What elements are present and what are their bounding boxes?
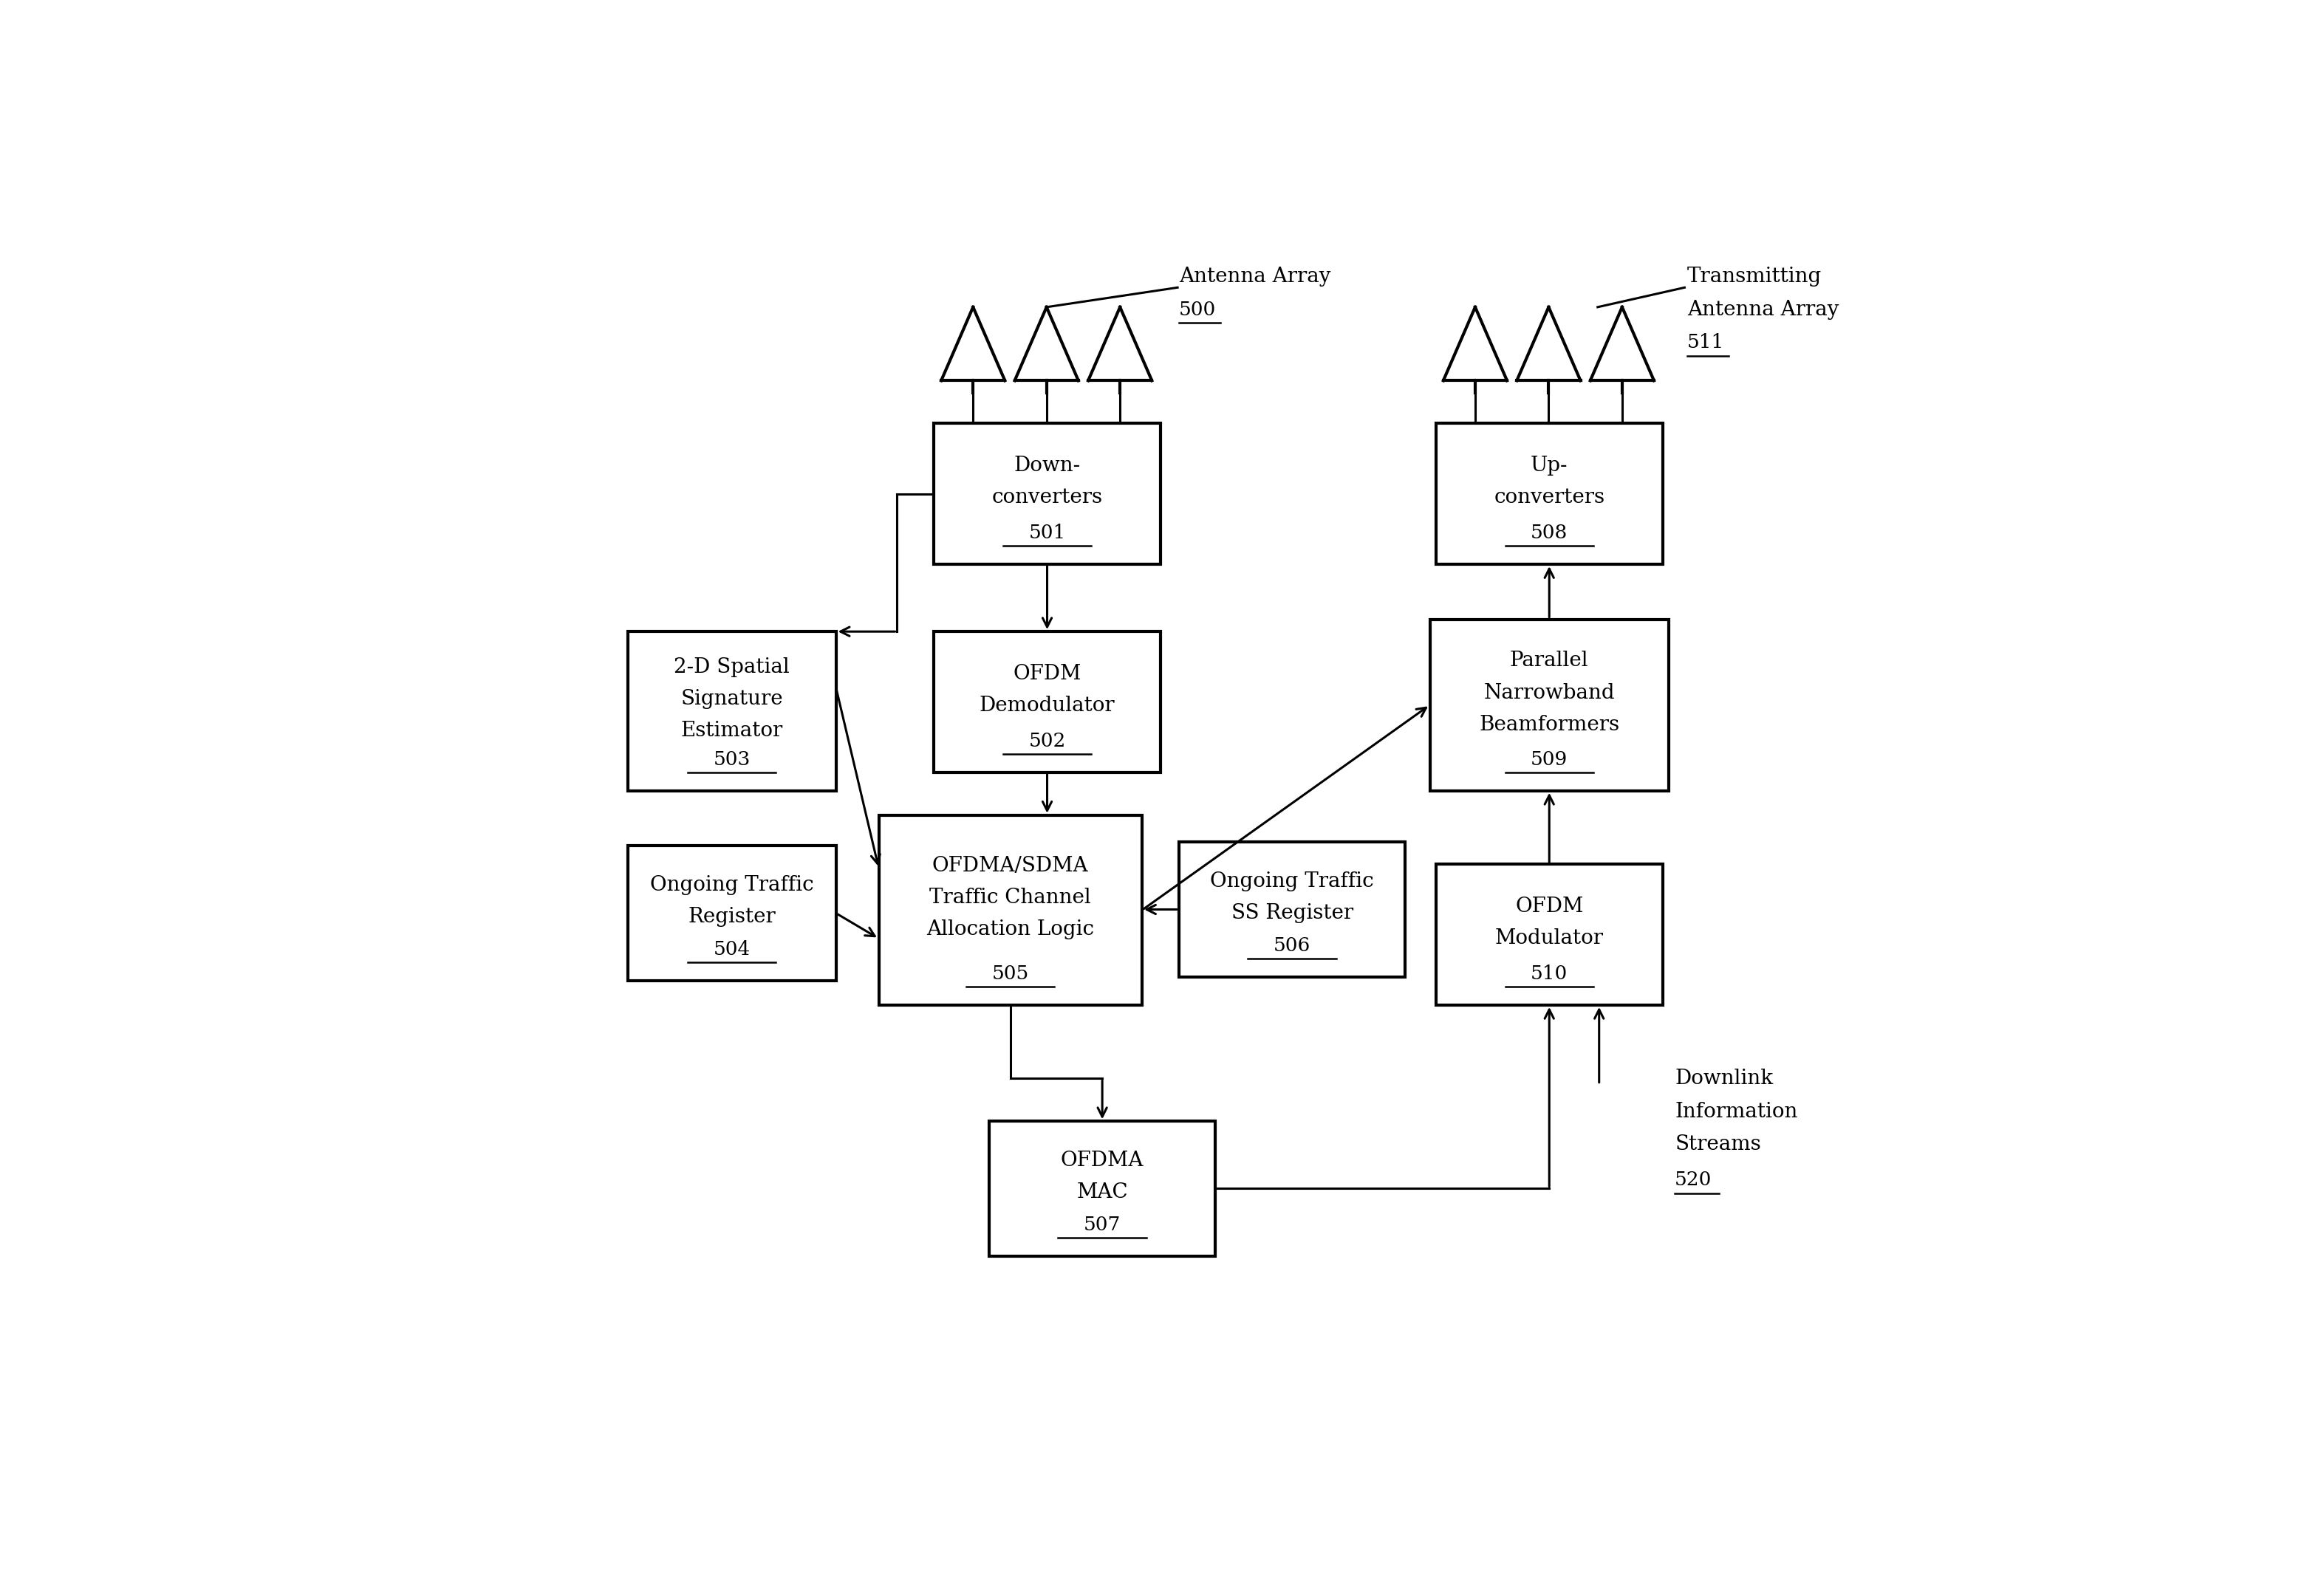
Bar [934, 631, 1160, 773]
Bar [1436, 863, 1662, 1005]
Text: MAC: MAC [1076, 1183, 1127, 1202]
Text: Allocation Logic: Allocation Logic [927, 919, 1095, 940]
Text: Parallel: Parallel [1511, 650, 1590, 671]
Text: converters: converters [992, 488, 1102, 507]
Bar [1436, 423, 1662, 564]
Text: Narrowband: Narrowband [1483, 682, 1615, 703]
Text: Ongoing Traffic: Ongoing Traffic [651, 875, 813, 895]
Text: Modulator: Modulator [1494, 929, 1604, 948]
Text: OFDM: OFDM [1515, 897, 1583, 916]
Text: 520: 520 [1676, 1170, 1713, 1189]
Text: 501: 501 [1030, 523, 1067, 542]
Bar [990, 1121, 1215, 1256]
Text: Antenna Array: Antenna Array [1178, 267, 1332, 286]
Bar [1429, 619, 1669, 790]
Text: 2-D Spatial: 2-D Spatial [674, 657, 790, 677]
Text: Up-: Up- [1532, 456, 1569, 475]
Bar [934, 423, 1160, 564]
Text: 507: 507 [1083, 1215, 1120, 1234]
Text: Estimator: Estimator [681, 720, 783, 741]
Bar [627, 846, 837, 981]
Text: OFDMA/SDMA: OFDMA/SDMA [932, 855, 1088, 876]
Bar [878, 816, 1141, 1005]
Bar [1178, 843, 1406, 976]
Text: Transmitting: Transmitting [1687, 267, 1822, 286]
Text: Down-: Down- [1013, 456, 1081, 475]
Text: Ongoing Traffic: Ongoing Traffic [1211, 871, 1373, 892]
Text: Beamformers: Beamformers [1478, 714, 1620, 735]
Text: 511: 511 [1687, 334, 1724, 351]
Text: SS Register: SS Register [1232, 903, 1353, 924]
Text: 508: 508 [1532, 523, 1569, 542]
Text: 503: 503 [713, 750, 751, 768]
Text: 504: 504 [713, 940, 751, 959]
Text: Demodulator: Demodulator [978, 696, 1116, 716]
Text: Traffic Channel: Traffic Channel [930, 887, 1092, 908]
Text: 502: 502 [1030, 731, 1067, 750]
Text: Downlink: Downlink [1676, 1068, 1773, 1089]
Text: converters: converters [1494, 488, 1604, 507]
Text: 506: 506 [1274, 937, 1311, 954]
Text: OFDMA: OFDMA [1060, 1151, 1143, 1170]
Bar [627, 631, 837, 790]
Text: Register: Register [688, 906, 776, 927]
Text: 510: 510 [1532, 965, 1569, 983]
Text: 509: 509 [1532, 750, 1569, 768]
Text: OFDM: OFDM [1013, 663, 1081, 684]
Text: Streams: Streams [1676, 1135, 1762, 1154]
Text: 500: 500 [1178, 301, 1215, 318]
Text: Antenna Array: Antenna Array [1687, 299, 1838, 320]
Text: Information: Information [1676, 1102, 1799, 1121]
Text: 505: 505 [992, 965, 1030, 983]
Text: Signature: Signature [681, 688, 783, 709]
